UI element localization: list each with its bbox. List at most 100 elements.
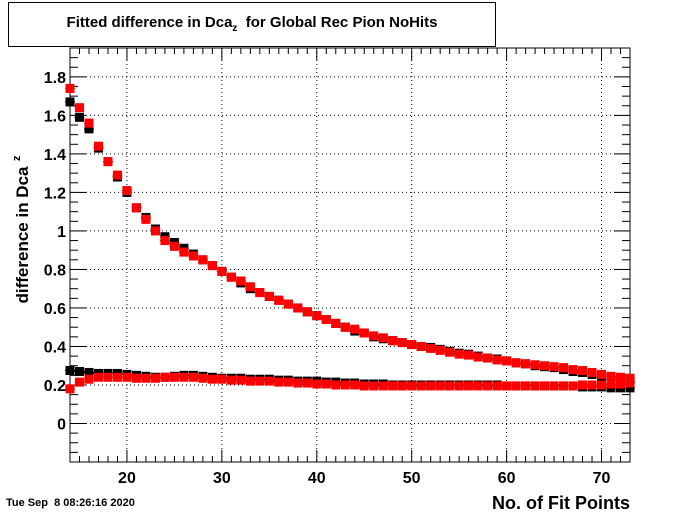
data-point (549, 362, 559, 372)
data-point (103, 157, 113, 167)
data-point (350, 380, 360, 390)
chart-title-prefix: Fitted difference in Dca (66, 14, 233, 31)
data-point (492, 355, 502, 365)
y-tick-label: 0.6 (44, 301, 66, 318)
data-point (207, 261, 217, 271)
data-point (435, 345, 445, 355)
timestamp: Tue Sep 8 08:26:16 2020 (6, 497, 135, 509)
x-axis-label: No. of Fit Points (492, 493, 630, 513)
chart-title-box: Fitted difference in Dcaz for Global Rec… (8, 2, 496, 47)
data-point (625, 373, 635, 383)
data-point (331, 380, 341, 390)
data-point (331, 318, 341, 328)
data-point (464, 381, 474, 391)
y-tick-label: 1 (57, 224, 66, 241)
y-axis-label: difference in Dca (13, 166, 32, 304)
y-tick-label: 0.4 (44, 339, 66, 356)
data-point (179, 247, 189, 257)
x-tick-label: 60 (498, 470, 516, 487)
data-point (274, 377, 284, 387)
plot-frame (69, 47, 631, 463)
data-point (207, 374, 217, 384)
data-point (559, 363, 569, 373)
data-point (150, 373, 160, 383)
data-point (445, 347, 455, 357)
data-point (141, 214, 151, 224)
data-point (217, 374, 227, 384)
data-point (597, 380, 607, 390)
data-point (369, 331, 379, 341)
data-point (283, 299, 293, 309)
data-point (388, 336, 398, 346)
data-point (169, 241, 179, 251)
data-point (198, 255, 208, 265)
data-point (65, 384, 75, 394)
data-point (359, 381, 369, 391)
data-point (340, 322, 350, 332)
data-point (616, 379, 626, 389)
data-point (521, 359, 531, 369)
data-point (540, 381, 550, 391)
data-point (407, 381, 417, 391)
data-point (122, 372, 132, 382)
data-point (530, 381, 540, 391)
data-point (559, 381, 569, 391)
data-point (321, 315, 331, 325)
data-point (397, 381, 407, 391)
data-point (112, 170, 122, 180)
data-point (606, 371, 616, 381)
data-point (65, 97, 75, 107)
x-tick-label: 20 (118, 470, 136, 487)
chart-title-subscript: z (232, 23, 238, 34)
data-point (502, 381, 512, 391)
y-axis-label-subscript: z (11, 155, 23, 161)
x-tick-label: 40 (308, 470, 326, 487)
data-point (84, 367, 94, 377)
data-point (293, 378, 303, 388)
data-point (435, 381, 445, 391)
data-point (540, 361, 550, 371)
y-tick-label: 0.2 (44, 378, 66, 395)
data-point (141, 373, 151, 383)
y-tick-label: 0.8 (44, 262, 66, 279)
data-point (597, 369, 607, 379)
data-point (217, 266, 227, 276)
data-point (302, 378, 312, 388)
data-point (625, 383, 635, 393)
data-point (160, 236, 170, 246)
y-axis-label-group: difference in Dca z (11, 155, 32, 304)
data-point (264, 291, 274, 301)
x-tick-label: 30 (213, 470, 231, 487)
data-point (74, 377, 84, 387)
data-point (568, 381, 578, 391)
x-tick-label: 70 (593, 470, 611, 487)
data-point (321, 379, 331, 389)
data-point (226, 375, 236, 385)
data-marks (65, 83, 635, 394)
data-point (255, 376, 265, 386)
data-point (236, 276, 246, 286)
data-point (483, 353, 493, 363)
data-point (388, 381, 398, 391)
data-point (188, 372, 198, 382)
data-point (302, 307, 312, 317)
data-point (473, 352, 483, 362)
data-point (511, 381, 521, 391)
data-point (131, 203, 141, 213)
data-point (606, 379, 616, 389)
data-point (150, 226, 160, 236)
data-point (74, 103, 84, 113)
data-point (245, 282, 255, 292)
chart-title-suffix: for Global Rec Pion NoHits (237, 14, 438, 31)
data-point (122, 185, 132, 195)
data-point (93, 141, 103, 151)
x-tick-label: 50 (403, 470, 421, 487)
data-point (397, 338, 407, 348)
data-point (312, 379, 322, 389)
data-point (283, 377, 293, 387)
data-point (587, 380, 597, 390)
data-point (245, 376, 255, 386)
data-point (293, 303, 303, 313)
data-point (502, 356, 512, 366)
data-point (131, 373, 141, 383)
